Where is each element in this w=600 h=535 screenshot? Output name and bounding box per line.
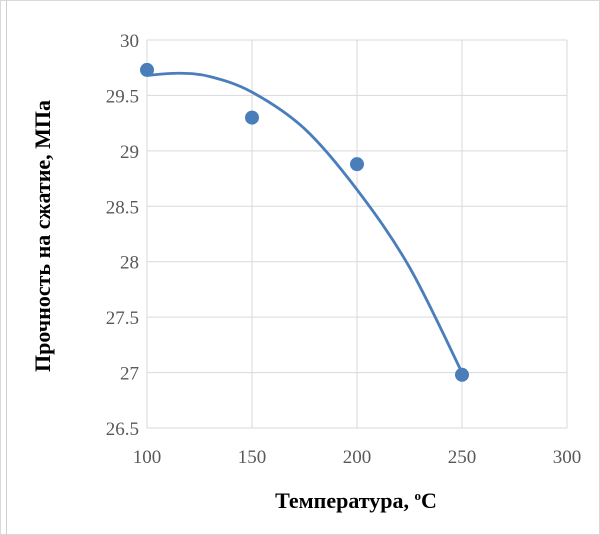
data-points (140, 62, 469, 382)
y-tick-label: 28 (120, 253, 139, 274)
y-tick-label: 26.5 (106, 419, 139, 440)
x-axis-title-main: Температура, (275, 488, 414, 513)
x-tick-label: 150 (238, 447, 267, 468)
data-point (455, 367, 469, 382)
y-axis-title: Прочность на сжатие, МПа (30, 100, 55, 372)
data-point (350, 157, 364, 172)
y-tick-label: 29 (120, 142, 139, 163)
y-tick-label: 29.5 (106, 86, 139, 107)
left-border-line (6, 0, 7, 535)
x-tick-label: 100 (133, 447, 162, 468)
x-tick-label: 200 (343, 447, 372, 468)
x-axis-title: Температура, oC (275, 488, 437, 513)
x-tick-labels: 100 150 200 250 300 (133, 447, 582, 468)
y-tick-label: 27.5 (106, 308, 139, 329)
y-tick-labels: 30 29.5 29 28.5 28 27.5 27 26.5 (106, 31, 139, 440)
data-point (140, 62, 154, 77)
y-tick-label: 28.5 (106, 197, 139, 218)
x-axis-title-unit: C (421, 488, 437, 513)
y-tick-label: 30 (120, 31, 139, 52)
y-tick-label: 27 (120, 364, 139, 385)
data-point (245, 110, 259, 125)
gridlines (146, 39, 568, 429)
x-tick-label: 300 (553, 447, 582, 468)
x-axis-title-superscript: o (415, 488, 422, 503)
x-tick-label: 250 (448, 447, 477, 468)
trendline (146, 71, 464, 374)
